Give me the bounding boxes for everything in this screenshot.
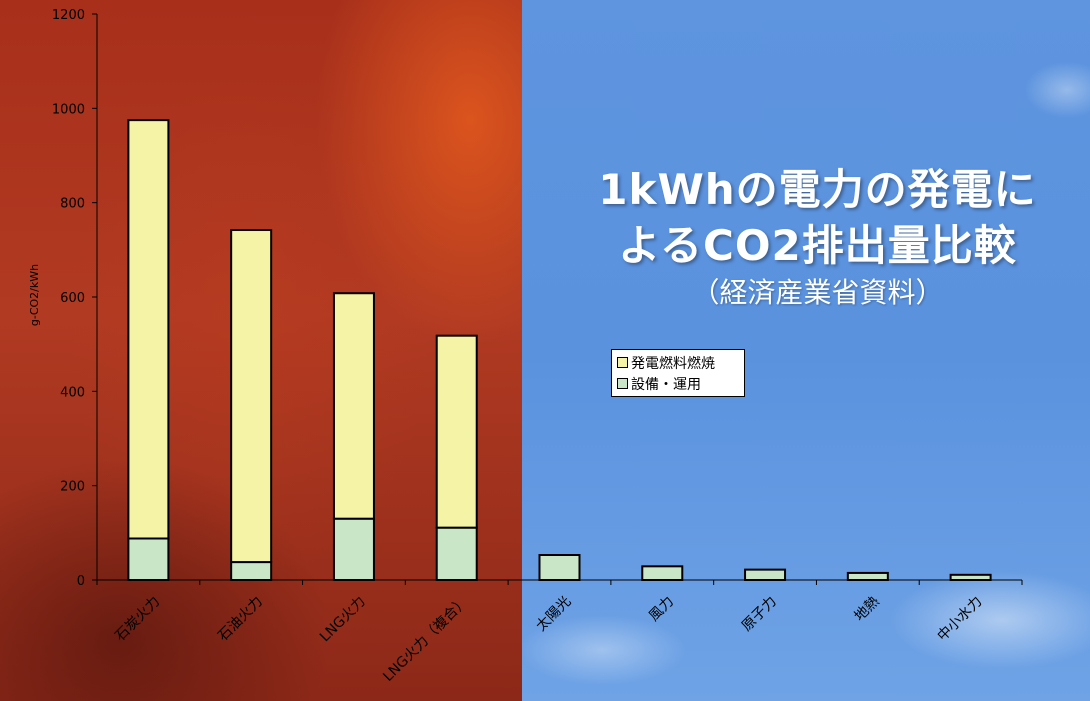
y-axis-label: g-CO2/kWh <box>28 264 41 326</box>
bar-fuel-segment <box>435 334 478 529</box>
bar-equipment-segment <box>332 517 375 582</box>
y-tick-labels: 0 200 400 600 800 1000 1200 <box>52 8 85 589</box>
x-category-label: 地熱 <box>852 594 883 625</box>
x-category-label: 中小水力 <box>935 594 986 645</box>
bar-equipment-segment <box>435 526 478 582</box>
y-tick-label: 600 <box>60 291 85 306</box>
bar-equipment-segment <box>127 537 170 582</box>
y-tick-label: 1000 <box>52 102 85 117</box>
legend-entry-equipment: 設備・運用 <box>617 373 739 394</box>
bar-equipment-segment <box>230 561 273 581</box>
x-category-label: 風力 <box>646 594 677 625</box>
title-line-2: よるCO2排出量比較 <box>618 221 1017 270</box>
bar-fuel-segment <box>127 119 170 540</box>
chart-legend: 発電燃料燃焼 設備・運用 <box>611 349 745 397</box>
bar-equipment-segment <box>846 571 889 581</box>
legend-label-equipment: 設備・運用 <box>631 376 701 393</box>
y-tick-label: 400 <box>60 385 85 400</box>
bar-equipment-segment <box>949 573 992 581</box>
subtitle: （経済産業省資料） <box>691 276 944 309</box>
x-category-label: LNG火力（複合） <box>380 593 472 685</box>
x-category-label: 原子力 <box>739 594 780 635</box>
x-category-label: LNG火力 <box>317 594 369 646</box>
title-line-1: 1kWhの電力の発電に <box>598 165 1037 214</box>
bar-fuel-segment <box>230 229 273 564</box>
title-block: 1kWhの電力の発電に よるCO2排出量比較 （経済産業省資料） <box>545 162 1090 312</box>
x-category-label: 太陽光 <box>533 594 574 635</box>
x-category-label: 石炭火力 <box>112 594 163 645</box>
y-tick-label: 200 <box>60 480 85 495</box>
bar-equipment-segment <box>744 568 787 582</box>
legend-label-fuel: 発電燃料燃焼 <box>631 355 715 372</box>
chart-bars <box>127 119 992 582</box>
x-category-label: 石油火力 <box>215 594 266 645</box>
y-tick-label: 1200 <box>52 8 85 23</box>
legend-swatch-equipment <box>617 378 628 389</box>
legend-swatch-fuel <box>617 357 628 368</box>
y-tick-label: 0 <box>77 574 85 589</box>
y-tick-label: 800 <box>60 197 85 212</box>
x-tick-labels: 石炭火力 石油火力 LNG火力 LNG火力（複合） 太陽光 風力 原子力 地熱 中小水力 <box>112 593 985 685</box>
bar-equipment-segment <box>538 554 581 581</box>
bar-equipment-segment <box>641 565 684 581</box>
legend-entry-fuel: 発電燃料燃焼 <box>617 352 739 373</box>
bar-fuel-segment <box>332 292 375 520</box>
